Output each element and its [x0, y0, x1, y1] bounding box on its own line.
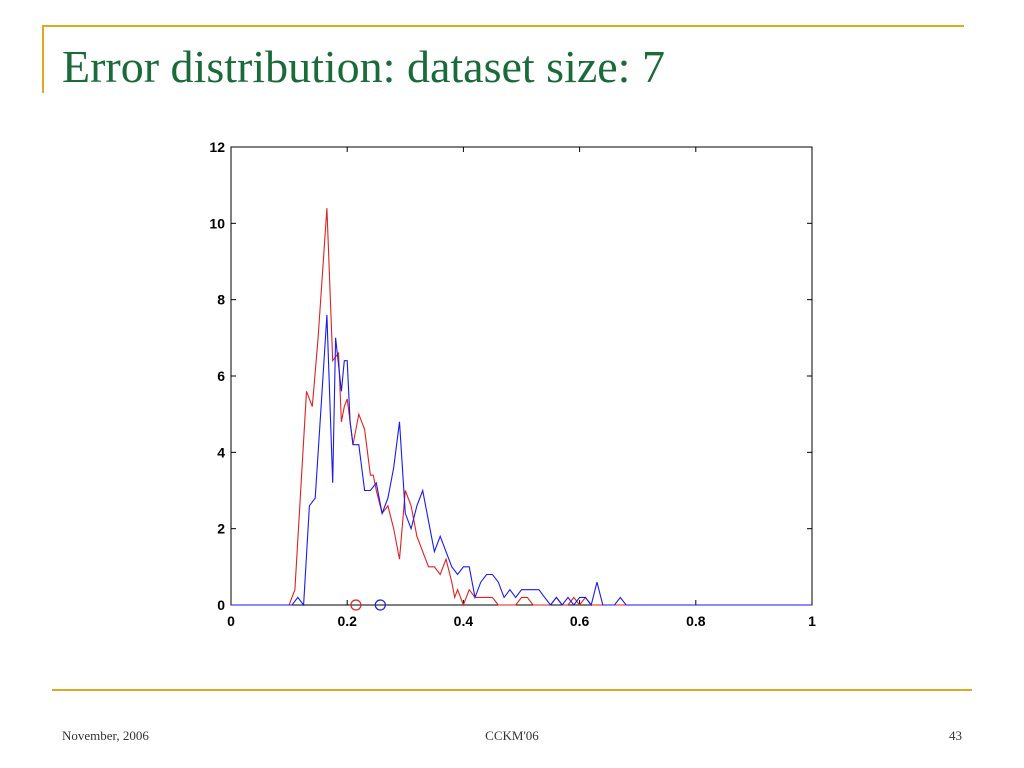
x-tick-label: 0.6	[570, 613, 590, 629]
slide-title: Error distribution: dataset size: 7	[62, 41, 665, 92]
x-tick-label: 0.4	[454, 613, 474, 629]
y-tick-label: 2	[217, 521, 225, 537]
x-tick-label: 0.8	[686, 613, 706, 629]
x-tick-label: 0.2	[337, 613, 357, 629]
footer-conference: CCKM'06	[485, 728, 539, 743]
series-line-1	[231, 208, 812, 607]
series-line-2	[231, 314, 812, 607]
y-tick-label: 12	[209, 139, 225, 155]
median-marker-2	[374, 599, 386, 611]
median-marker-1	[350, 599, 362, 611]
y-tick-label: 0	[217, 597, 225, 613]
footer-page-number: 43	[949, 728, 962, 743]
footer-date: November, 2006	[62, 728, 149, 743]
x-tick-label: 0	[227, 613, 235, 629]
plot-frame	[230, 146, 813, 606]
footer-rule	[52, 689, 972, 691]
y-tick-label: 10	[209, 215, 225, 231]
x-tick-label: 1	[808, 613, 816, 629]
y-tick-label: 4	[217, 444, 225, 460]
y-tick-label: 6	[217, 368, 225, 384]
y-tick-label: 8	[217, 292, 225, 308]
title-accent-rule	[42, 25, 964, 27]
title-accent-bar	[42, 25, 44, 93]
